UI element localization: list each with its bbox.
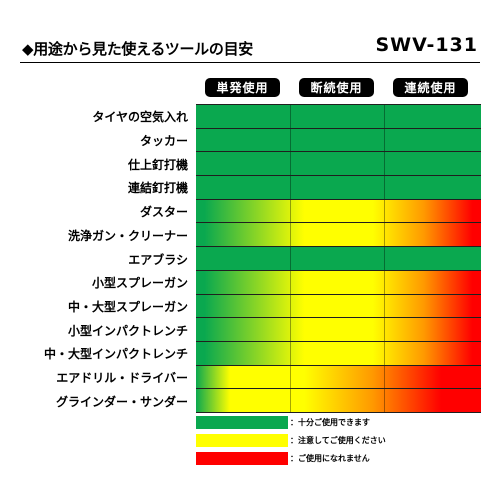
grid-column-divider	[384, 199, 385, 223]
grid-column-divider	[384, 105, 385, 128]
row-label: 小型インパクトレンチ	[67, 323, 188, 338]
grid-row	[196, 365, 481, 390]
grid-row	[196, 294, 481, 319]
grid-row	[196, 341, 481, 366]
grid-column-divider	[290, 294, 291, 318]
grid-row	[196, 152, 481, 177]
row-label: 洗浄ガン・クリーナー	[67, 228, 188, 243]
legend-swatch-red	[196, 452, 288, 465]
grid-column-divider	[384, 152, 385, 176]
column-header-continuous-use: 連続使用	[393, 78, 468, 97]
row-label: 仕上釘打機	[127, 157, 188, 172]
grid-column-divider	[290, 270, 291, 294]
grid-column-divider	[290, 199, 291, 223]
legend-text: ：ご使用になれません	[290, 454, 370, 463]
grid-row	[196, 128, 481, 153]
grid-row	[196, 247, 481, 271]
grid-row	[196, 318, 481, 342]
row-label: ダスター	[139, 205, 188, 220]
model-number: SWV-131	[375, 34, 478, 56]
grid-column-divider	[384, 389, 385, 412]
title-divider	[20, 62, 480, 63]
grid-column-divider	[384, 341, 385, 365]
grid-column-divider	[290, 341, 291, 365]
grid-column-divider	[290, 223, 291, 247]
grid-column-divider	[290, 247, 291, 270]
grid-column-divider	[290, 105, 291, 128]
grid-row	[196, 105, 481, 129]
grid-column-divider	[384, 128, 385, 152]
column-header-intermittent-use: 断続使用	[299, 78, 374, 97]
grid-column-divider	[290, 176, 291, 199]
grid-column-divider	[384, 270, 385, 294]
grid-column-divider	[290, 389, 291, 412]
grid-column-divider	[384, 247, 385, 270]
page-title: ◆用途から見た使えるツールの目安	[22, 40, 253, 58]
row-label: グラインダー・サンダー	[55, 394, 188, 409]
row-label: 小型スプレーガン	[91, 276, 188, 291]
grid-column-divider	[290, 128, 291, 152]
row-label: 中・大型スプレーガン	[67, 299, 188, 314]
row-label: 中・大型インパクトレンチ	[43, 347, 188, 362]
legend-swatch-yellow	[196, 434, 288, 447]
row-label: エアドリル・ドライバー	[56, 371, 188, 386]
grid-column-divider	[384, 365, 385, 389]
legend-text: ：注意してご使用ください	[290, 436, 386, 445]
grid-row	[196, 389, 481, 413]
grid-row	[196, 199, 481, 224]
grid-row	[196, 176, 481, 200]
grid-row	[196, 223, 481, 248]
row-label: エアブラシ	[128, 252, 188, 267]
row-label: タッカー	[139, 134, 188, 149]
row-label: 連結釘打機	[127, 181, 188, 196]
grid-column-divider	[384, 294, 385, 318]
grid-row	[196, 270, 481, 295]
grid-column-divider	[384, 223, 385, 247]
grid-column-divider	[384, 318, 385, 341]
column-header-single-use: 単発使用	[205, 78, 280, 97]
legend-text: ：十分ご使用できます	[290, 418, 370, 427]
usage-grid	[196, 104, 481, 413]
legend-swatch-green	[196, 416, 288, 429]
grid-column-divider	[384, 176, 385, 199]
grid-column-divider	[290, 365, 291, 389]
grid-column-divider	[290, 152, 291, 176]
grid-column-divider	[290, 318, 291, 341]
row-label: タイヤの空気入れ	[92, 110, 188, 125]
